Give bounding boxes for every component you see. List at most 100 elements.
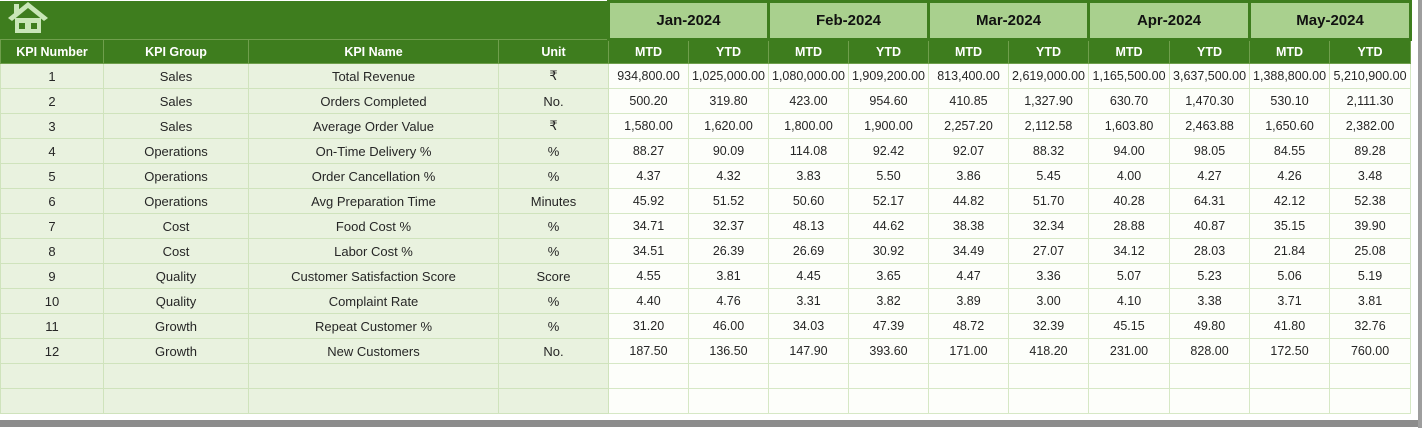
value-cell[interactable]: 27.07 [1008,238,1090,264]
value-cell[interactable]: 41.80 [1249,313,1331,339]
empty-cell[interactable] [847,363,930,389]
value-cell[interactable]: 4.10 [1088,288,1171,314]
value-cell[interactable]: 26.69 [768,238,849,264]
unit-cell[interactable]: % [498,213,609,239]
value-cell[interactable]: 3,637,500.00 [1169,63,1251,89]
month-header-apr-2024[interactable]: Apr-2024 [1087,0,1252,41]
kpi-group-cell[interactable]: Growth [103,313,249,339]
value-cell[interactable]: 3.31 [768,288,849,314]
kpi-name-cell[interactable]: Average Order Value [248,113,499,139]
value-cell[interactable]: 4.45 [768,263,849,289]
value-cell[interactable]: 2,619,000.00 [1008,63,1090,89]
unit-cell[interactable]: No. [498,88,609,114]
value-cell[interactable]: 172.50 [1249,338,1331,364]
sub-header-mar-2024-mtd[interactable]: MTD [928,39,1010,64]
sub-header-mar-2024-ytd[interactable]: YTD [1008,39,1090,64]
sub-header-may-2024-ytd[interactable]: YTD [1329,39,1412,64]
value-cell[interactable]: 92.42 [847,138,930,164]
value-cell[interactable]: 3.71 [1249,288,1331,314]
empty-cell[interactable] [1008,363,1090,389]
kpi-name-cell[interactable]: Food Cost % [248,213,499,239]
value-cell[interactable]: 630.70 [1088,88,1171,114]
value-cell[interactable]: 1,580.00 [608,113,689,139]
empty-cell[interactable] [0,388,104,414]
col-header-unit[interactable]: Unit [498,39,609,64]
value-cell[interactable]: 3.00 [1008,288,1090,314]
value-cell[interactable]: 32.37 [688,213,769,239]
value-cell[interactable]: 44.82 [928,188,1010,214]
kpi-name-cell[interactable]: On-Time Delivery % [248,138,499,164]
unit-cell[interactable]: % [498,313,609,339]
kpi-number-cell[interactable]: 9 [0,263,104,289]
value-cell[interactable]: 64.31 [1169,188,1251,214]
value-cell[interactable]: 47.39 [847,313,930,339]
kpi-name-cell[interactable]: Labor Cost % [248,238,499,264]
value-cell[interactable]: 2,111.30 [1329,88,1412,114]
value-cell[interactable]: 32.39 [1008,313,1090,339]
kpi-name-cell[interactable]: New Customers [248,338,499,364]
kpi-group-cell[interactable]: Operations [103,163,249,189]
value-cell[interactable]: 934,800.00 [608,63,689,89]
value-cell[interactable]: 30.92 [847,238,930,264]
value-cell[interactable]: 3.38 [1169,288,1251,314]
value-cell[interactable]: 136.50 [688,338,769,364]
month-header-jan-2024[interactable]: Jan-2024 [607,0,770,41]
value-cell[interactable]: 34.71 [608,213,689,239]
kpi-name-cell[interactable]: Repeat Customer % [248,313,499,339]
value-cell[interactable]: 4.37 [608,163,689,189]
value-cell[interactable]: 530.10 [1249,88,1331,114]
unit-cell[interactable]: No. [498,338,609,364]
value-cell[interactable]: 46.00 [688,313,769,339]
col-header-kpi-group[interactable]: KPI Group [103,39,249,64]
value-cell[interactable]: 1,650.60 [1249,113,1331,139]
value-cell[interactable]: 52.17 [847,188,930,214]
empty-cell[interactable] [768,388,849,414]
sub-header-feb-2024-mtd[interactable]: MTD [768,39,849,64]
value-cell[interactable]: 21.84 [1249,238,1331,264]
value-cell[interactable]: 147.90 [768,338,849,364]
value-cell[interactable]: 88.32 [1008,138,1090,164]
empty-cell[interactable] [498,363,609,389]
value-cell[interactable]: 3.65 [847,263,930,289]
value-cell[interactable]: 51.52 [688,188,769,214]
sub-header-apr-2024-ytd[interactable]: YTD [1169,39,1251,64]
value-cell[interactable]: 40.87 [1169,213,1251,239]
kpi-name-cell[interactable]: Complaint Rate [248,288,499,314]
value-cell[interactable]: 1,800.00 [768,113,849,139]
value-cell[interactable]: 34.49 [928,238,1010,264]
value-cell[interactable]: 418.20 [1008,338,1090,364]
kpi-group-cell[interactable]: Sales [103,113,249,139]
kpi-group-cell[interactable]: Cost [103,213,249,239]
value-cell[interactable]: 45.15 [1088,313,1171,339]
kpi-number-cell[interactable]: 1 [0,63,104,89]
value-cell[interactable]: 84.55 [1249,138,1331,164]
value-cell[interactable]: 1,620.00 [688,113,769,139]
empty-cell[interactable] [688,363,769,389]
unit-cell[interactable]: Minutes [498,188,609,214]
value-cell[interactable]: 813,400.00 [928,63,1010,89]
value-cell[interactable]: 5.06 [1249,263,1331,289]
empty-cell[interactable] [498,388,609,414]
kpi-group-cell[interactable]: Growth [103,338,249,364]
empty-cell[interactable] [103,388,249,414]
col-header-kpi-number[interactable]: KPI Number [0,39,104,64]
month-header-feb-2024[interactable]: Feb-2024 [766,0,931,41]
value-cell[interactable]: 3.83 [768,163,849,189]
value-cell[interactable]: 3.36 [1008,263,1090,289]
value-cell[interactable]: 5,210,900.00 [1329,63,1412,89]
value-cell[interactable]: 1,470.30 [1169,88,1251,114]
sub-header-feb-2024-ytd[interactable]: YTD [847,39,930,64]
value-cell[interactable]: 2,112.58 [1008,113,1090,139]
value-cell[interactable]: 760.00 [1329,338,1412,364]
kpi-number-cell[interactable]: 4 [0,138,104,164]
kpi-number-cell[interactable]: 8 [0,238,104,264]
empty-cell[interactable] [1329,388,1412,414]
value-cell[interactable]: 88.27 [608,138,689,164]
value-cell[interactable]: 49.80 [1169,313,1251,339]
kpi-number-cell[interactable]: 3 [0,113,104,139]
empty-cell[interactable] [1088,388,1171,414]
value-cell[interactable]: 4.26 [1249,163,1331,189]
empty-cell[interactable] [1008,388,1090,414]
empty-cell[interactable] [847,388,930,414]
value-cell[interactable]: 5.07 [1088,263,1171,289]
